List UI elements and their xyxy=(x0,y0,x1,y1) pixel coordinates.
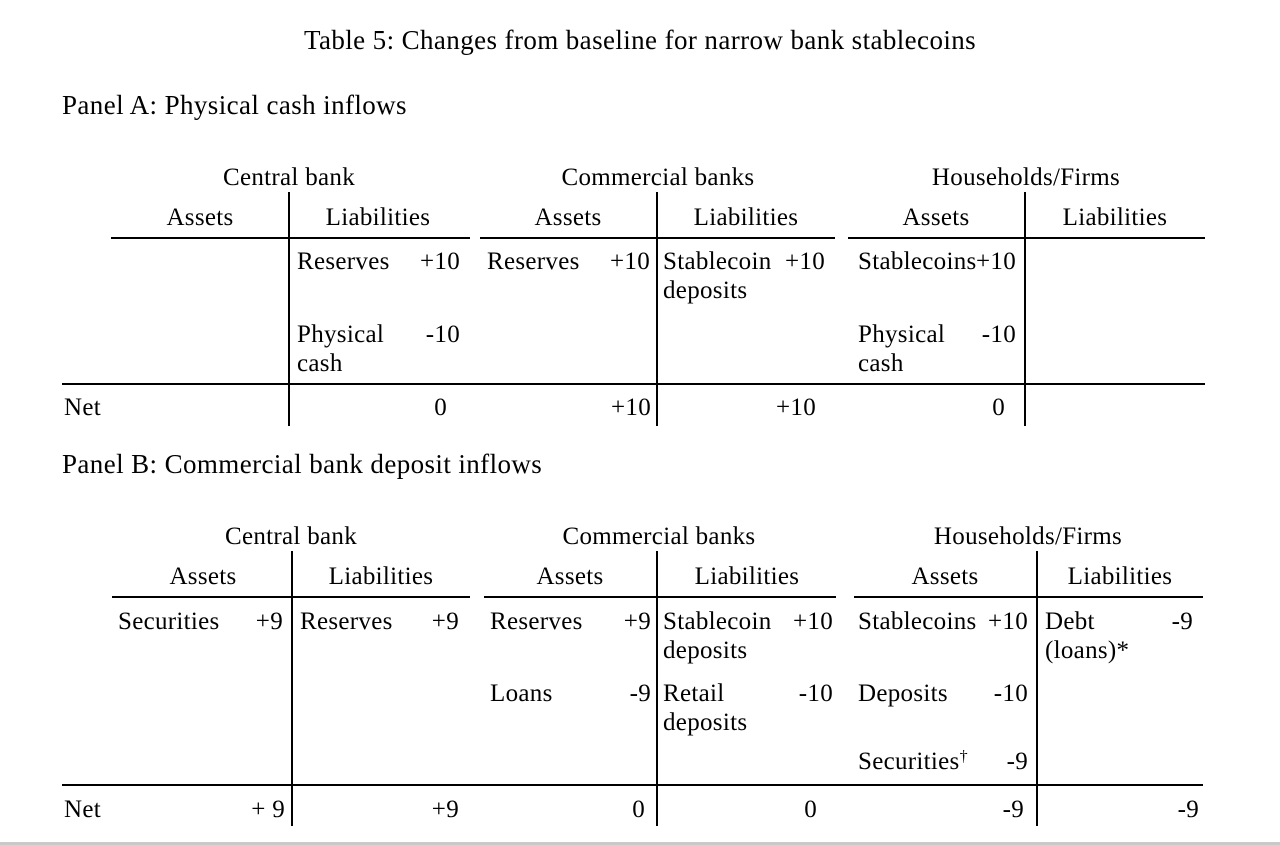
entry-label: Securities xyxy=(118,608,220,635)
table-row: Securities +9 xyxy=(118,607,283,636)
net-value: -9 xyxy=(1002,796,1024,823)
net-label: Net xyxy=(64,394,101,421)
net-value: 0 xyxy=(804,796,817,823)
liabilities-header: Liabilities xyxy=(1067,563,1173,590)
liabilities-header: Liabilities xyxy=(325,204,431,231)
entry-value: +9 xyxy=(255,608,283,635)
dagger-footnote-mark: † xyxy=(959,748,968,765)
table-row: Debt (loans)* -9 xyxy=(1045,607,1193,665)
entry-value: -9 xyxy=(629,680,651,707)
table-row: Reserves +9 xyxy=(300,607,459,636)
t-account-divider xyxy=(291,551,293,826)
entry-label: Securities xyxy=(858,748,960,775)
t-account-divider xyxy=(656,192,658,426)
assets-header: Assets xyxy=(169,563,237,590)
table-row: Physical cash -10 xyxy=(858,320,1016,378)
entry-label: Deposits xyxy=(858,680,948,707)
net-rule xyxy=(62,383,1205,385)
header-rule xyxy=(848,237,1205,239)
assets-header: Assets xyxy=(166,204,234,231)
entry-label: Loans xyxy=(490,680,553,707)
households-firms-title: Households/Firms xyxy=(933,523,1123,550)
table-row: Retail deposits -10 xyxy=(663,679,833,737)
entry-value: -10 xyxy=(798,680,833,707)
entry-label: Physical cash xyxy=(858,321,946,377)
entry-value: +10 xyxy=(976,248,1016,275)
net-value: +10 xyxy=(611,394,651,421)
net-value: +10 xyxy=(776,394,816,421)
table-row: Loans -9 xyxy=(490,679,651,708)
entry-label: Reserves xyxy=(490,608,583,635)
window-bottom-edge xyxy=(0,842,1280,845)
central-bank-title: Central bank xyxy=(222,164,356,191)
entry-value: -10 xyxy=(993,680,1028,707)
table-row: Deposits -10 xyxy=(858,679,1028,708)
liabilities-header: Liabilities xyxy=(1062,204,1168,231)
table-row: Reserves +10 xyxy=(297,247,460,276)
entry-value: +10 xyxy=(420,248,460,275)
table-row: Stablecoins +10 xyxy=(858,607,1028,636)
entry-value: -10 xyxy=(425,321,460,348)
liabilities-header: Liabilities xyxy=(693,204,799,231)
entry-label: Stablecoin deposits xyxy=(663,608,772,664)
entry-value: +10 xyxy=(793,608,833,635)
entry-label: Debt (loans)* xyxy=(1045,608,1130,664)
panel-b-heading: Panel B: Commercial bank deposit inflows xyxy=(62,449,543,479)
entry-label: Retail deposits xyxy=(663,680,748,736)
header-rule xyxy=(484,596,836,598)
table-row: Physical cash -10 xyxy=(297,320,460,378)
commercial-banks-title: Commercial banks xyxy=(562,523,756,550)
net-value: 0 xyxy=(434,394,447,421)
assets-header: Assets xyxy=(536,563,604,590)
table-row: Stablecoins +10 xyxy=(858,247,1016,276)
entry-value: -9 xyxy=(1171,608,1193,635)
t-account-divider xyxy=(656,551,658,826)
entry-label: Reserves xyxy=(487,248,580,275)
table-row: Reserves +10 xyxy=(487,247,650,276)
liabilities-header: Liabilities xyxy=(694,563,800,590)
table-row: Securities† -9 xyxy=(858,747,1028,776)
net-value: +9 xyxy=(431,796,459,823)
t-account-divider xyxy=(288,192,290,426)
net-label: Net xyxy=(64,796,101,823)
entry-value: +10 xyxy=(610,248,650,275)
entry-value: +10 xyxy=(785,248,825,275)
panel-a-heading: Panel A: Physical cash inflows xyxy=(62,90,407,120)
entry-value: -9 xyxy=(1006,748,1028,775)
t-account-divider xyxy=(1024,192,1026,426)
table-row: Stablecoin deposits +10 xyxy=(663,607,833,665)
table-row: Stablecoin deposits +10 xyxy=(663,247,825,305)
table-row: Reserves +9 xyxy=(490,607,651,636)
entry-label: Stablecoins xyxy=(858,608,977,635)
net-value: -9 xyxy=(1177,796,1199,823)
entry-value: +9 xyxy=(431,608,459,635)
entry-label: Reserves xyxy=(300,608,393,635)
assets-header: Assets xyxy=(534,204,602,231)
entry-label: Stablecoins xyxy=(858,248,977,275)
table-title: Table 5: Changes from baseline for narro… xyxy=(303,25,977,55)
assets-header: Assets xyxy=(902,204,970,231)
net-value: + 9 xyxy=(251,796,285,823)
entry-label: Stablecoin deposits xyxy=(663,248,772,304)
header-rule xyxy=(111,237,470,239)
net-value: 0 xyxy=(632,796,645,823)
entry-value: +9 xyxy=(623,608,651,635)
net-value: 0 xyxy=(992,394,1005,421)
t-account-divider xyxy=(1036,551,1038,826)
central-bank-title: Central bank xyxy=(224,523,358,550)
entry-label: Reserves xyxy=(297,248,390,275)
net-rule xyxy=(62,784,1203,786)
entry-label: Physical cash xyxy=(297,321,385,377)
header-rule xyxy=(854,596,1203,598)
households-firms-title: Households/Firms xyxy=(931,164,1121,191)
commercial-banks-title: Commercial banks xyxy=(561,164,755,191)
liabilities-header: Liabilities xyxy=(328,563,434,590)
assets-header: Assets xyxy=(911,563,979,590)
entry-value: +10 xyxy=(988,608,1028,635)
entry-value: -10 xyxy=(981,321,1016,348)
